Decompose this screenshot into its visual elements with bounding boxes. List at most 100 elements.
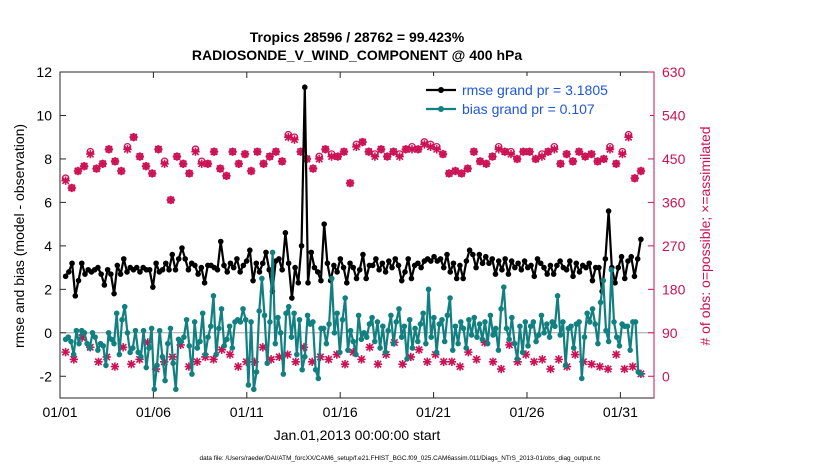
bias-point: [420, 310, 426, 317]
obs_assimilated-marker: [290, 135, 299, 144]
bias-point: [240, 306, 246, 312]
rmse-point: [405, 256, 412, 262]
obs_assimilated-marker: [513, 154, 522, 164]
y-left-tick-label: 8: [44, 151, 52, 167]
obs_assimilated-marker: [222, 171, 231, 181]
rmse-point: [185, 266, 192, 273]
bias-point: [522, 319, 529, 325]
obs_low-marker: [250, 357, 259, 366]
bias-point: [474, 334, 480, 340]
obs_low-marker: [110, 362, 120, 371]
rmse-point: [453, 275, 460, 282]
bias-point: [111, 340, 117, 347]
bias-point: [439, 316, 445, 323]
obs_assimilated-marker: [234, 159, 244, 168]
bias-point: [197, 338, 203, 345]
obs_low-marker: [69, 355, 79, 364]
bias-point: [259, 275, 265, 282]
rmse-point: [224, 269, 231, 275]
rmse-point: [153, 260, 159, 267]
obs_assimilated-marker: [296, 147, 305, 156]
rmse-point: [537, 260, 544, 267]
rmse-point: [179, 245, 185, 251]
rmse-point: [256, 269, 263, 275]
obs_low-marker: [554, 355, 563, 364]
rmse-point: [227, 260, 234, 267]
bias-point: [331, 330, 338, 336]
obs_assimilated-marker: [494, 145, 503, 154]
bias-point: [143, 364, 150, 371]
bias-point: [92, 334, 98, 340]
obs_low-marker: [513, 357, 522, 366]
bias-point: [181, 334, 187, 340]
bias-point: [552, 323, 558, 330]
bias-point: [353, 351, 359, 358]
obs_assimilated-marker: [117, 166, 126, 176]
obs_assimilated-marker: [73, 166, 83, 176]
bias-point: [326, 321, 332, 327]
bias-point: [495, 347, 502, 353]
rmse-point: [111, 290, 117, 297]
obs_assimilated-marker: [531, 154, 540, 164]
bias-point: [452, 323, 459, 330]
rmse-point: [324, 260, 331, 267]
obs_assimilated-marker: [506, 149, 516, 159]
bias-point: [202, 351, 209, 358]
rmse-point: [428, 258, 434, 264]
rmse-point: [253, 260, 260, 267]
rmse-point: [495, 258, 502, 264]
bias-point: [312, 366, 319, 373]
rmse-point: [318, 277, 324, 284]
rmse-point: [240, 262, 247, 269]
obs_assimilated-marker: [395, 152, 404, 161]
rmse-point: [615, 264, 622, 271]
rmse-point: [114, 262, 121, 269]
obs_assimilated-marker: [611, 159, 621, 168]
y-right-tick-label: 0: [662, 368, 670, 384]
rmse-point: [195, 271, 201, 277]
rmse-point: [634, 256, 641, 262]
y-left-tick-label: 0: [44, 325, 52, 341]
bias-point: [425, 286, 432, 293]
bias-point: [447, 295, 453, 301]
bias-point: [355, 312, 362, 319]
x-tick-label: 01/16: [323, 404, 358, 420]
obs_assimilated-marker: [364, 147, 373, 156]
bias-point: [369, 314, 375, 321]
obs_assimilated-marker: [420, 140, 429, 149]
bias-point: [613, 334, 620, 340]
rmse-point: [150, 284, 156, 290]
obs_assimilated-marker: [321, 145, 330, 154]
legend-rmse-label: rmse grand pr = 3.1805: [462, 82, 608, 98]
rmse-point: [221, 262, 227, 269]
obs_assimilated-marker: [376, 145, 386, 154]
rmse-point: [360, 251, 366, 258]
rmse-point: [392, 256, 399, 262]
bias-point: [380, 323, 386, 330]
rmse-point: [512, 264, 518, 271]
obs_assimilated-marker: [284, 133, 293, 142]
bias-point: [514, 356, 521, 362]
obs_assimilated-marker: [383, 152, 392, 161]
rmse-point: [182, 256, 188, 262]
bias-point: [350, 338, 357, 345]
obs_low-marker: [127, 359, 136, 369]
obs_assimilated-marker: [79, 161, 89, 171]
bias-point: [476, 321, 483, 327]
rmse-point: [334, 269, 340, 275]
bias-point: [130, 345, 136, 351]
obs_low-marker: [365, 343, 374, 352]
rmse-point: [457, 262, 463, 269]
rmse-point: [214, 266, 221, 273]
bias-point: [119, 316, 125, 323]
bias-point: [624, 323, 631, 330]
rmse-point: [447, 269, 454, 275]
bias-point: [347, 327, 354, 334]
bias-point: [245, 382, 252, 388]
bias-point: [570, 345, 577, 351]
obs_assimilated-marker: [61, 176, 70, 185]
bias-point: [189, 371, 195, 377]
y-left-tick-label: -2: [40, 368, 53, 384]
bias-point: [417, 321, 424, 327]
obs_low-marker: [612, 350, 621, 359]
